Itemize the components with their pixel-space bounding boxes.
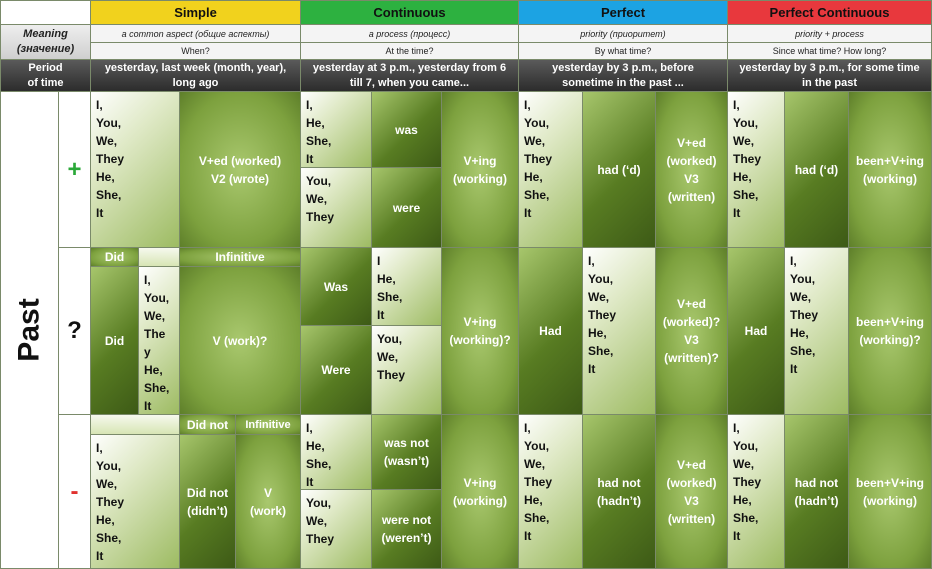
aff-cont-pronouns-he: I, He, She, It bbox=[300, 91, 372, 168]
q-pc-pronouns: I, You, We, They He, She, It bbox=[784, 247, 849, 415]
aff-cont-pronouns-you: You, We, They bbox=[300, 167, 372, 248]
aff-simple-form: V+ed (worked) V2 (wrote) bbox=[179, 91, 301, 248]
aff-perf-v3: V+ed (worked) V3 (written) bbox=[655, 91, 728, 248]
q-perf-pronouns: I, You, We, They He, She, It bbox=[582, 247, 656, 415]
neg-pc-been: been+V+ing (working) bbox=[848, 414, 932, 569]
neg-simple-pronouns: I, You, We, They He, She, It bbox=[90, 434, 180, 569]
neg-simple-didnot: Did not (didn’t) bbox=[179, 434, 236, 569]
q-simple-pronouns: I, You, We, The y He, She, It bbox=[138, 266, 180, 415]
aff-pc-pronouns: I, You, We, They He, She, It bbox=[727, 91, 785, 248]
tense-label: Past bbox=[0, 91, 59, 569]
question-simple: When? bbox=[90, 42, 301, 60]
aff-cont-was: was bbox=[371, 91, 442, 168]
aff-perf-had: had (‘d) bbox=[582, 91, 656, 248]
period-label: Period of time bbox=[0, 59, 91, 92]
period-perfect: yesterday by 3 p.m., before sometime in … bbox=[518, 59, 728, 92]
header-perfect-continuous: Perfect Continuous bbox=[727, 0, 932, 25]
neg-infinitive-header: Infinitive bbox=[235, 414, 301, 435]
neg-cont-pronouns-he: I, He, She, It bbox=[300, 414, 372, 490]
q-cont-were: Were bbox=[300, 325, 372, 415]
meaning-perfect-continuous: priority + process bbox=[727, 24, 932, 43]
aff-pc-had: had (‘d) bbox=[784, 91, 849, 248]
aff-cont-were: were bbox=[371, 167, 442, 248]
aff-cont-ving: V+ing (working) bbox=[441, 91, 519, 248]
aff-simple-pronouns: I, You, We, They He, She, It bbox=[90, 91, 180, 248]
neg-simple-verb: V (work) bbox=[235, 434, 301, 569]
neg-cont-wasnot: was not (wasn’t) bbox=[371, 414, 442, 490]
period-simple: yesterday, last week (month, year), long… bbox=[90, 59, 301, 92]
neg-perf-pronouns: I, You, We, They He, She, It bbox=[518, 414, 583, 569]
q-cont-pronouns-you: You, We, They bbox=[371, 325, 442, 415]
meaning-continuous: a process (процесс) bbox=[300, 24, 519, 43]
meaning-simple: a common aspect (общие аспекты) bbox=[90, 24, 301, 43]
header-continuous: Continuous bbox=[300, 0, 519, 25]
neg-cont-werenot: were not (weren’t) bbox=[371, 489, 442, 569]
aff-perf-pronouns: I, You, We, They He, She, It bbox=[518, 91, 583, 248]
header-simple: Simple bbox=[90, 0, 301, 25]
question-sign: ? bbox=[58, 247, 91, 415]
q-simple-verb: V (work)? bbox=[179, 266, 301, 415]
plus-sign: + bbox=[58, 91, 91, 248]
q-pc-had: Had bbox=[727, 247, 785, 415]
neg-pc-hadnot: had not (hadn’t) bbox=[784, 414, 849, 569]
period-continuous: yesterday at 3 p.m., yesterday from 6 ti… bbox=[300, 59, 519, 92]
neg-cont-pronouns-you: You, We, They bbox=[300, 489, 372, 569]
question-perfect: By what time? bbox=[518, 42, 728, 60]
q-cont-was: Was bbox=[300, 247, 372, 326]
header-perfect: Perfect bbox=[518, 0, 728, 25]
neg-simple-blank bbox=[90, 414, 180, 435]
minus-sign: - bbox=[58, 414, 91, 569]
neg-cont-ving: V+ing (working) bbox=[441, 414, 519, 569]
q-cont-pronouns-he: I He, She, It bbox=[371, 247, 442, 326]
neg-perf-v3: V+ed (worked) V3 (written) bbox=[655, 414, 728, 569]
q-simple-did: Did bbox=[90, 266, 139, 415]
q-cont-ving: V+ing (working)? bbox=[441, 247, 519, 415]
neg-perf-hadnot: had not (hadn’t) bbox=[582, 414, 656, 569]
q-infinitive-header: Infinitive bbox=[179, 247, 301, 267]
neg-didnot-header: Did not bbox=[179, 414, 236, 435]
q-simple-blank bbox=[138, 247, 180, 267]
question-perfect-continuous: Since what time? How long? bbox=[727, 42, 932, 60]
meaning-label: Meaning (значение) bbox=[0, 24, 91, 60]
neg-pc-pronouns: I, You, We, They He, She, It bbox=[727, 414, 785, 569]
q-pc-been: been+V+ing (working)? bbox=[848, 247, 932, 415]
meaning-perfect: priority (приоритет) bbox=[518, 24, 728, 43]
question-continuous: At the time? bbox=[300, 42, 519, 60]
corner-cell bbox=[0, 0, 91, 25]
aff-pc-been: been+V+ing (working) bbox=[848, 91, 932, 248]
q-perf-v3: V+ed (worked)? V3 (written)? bbox=[655, 247, 728, 415]
q-perf-had: Had bbox=[518, 247, 583, 415]
period-perfect-continuous: yesterday by 3 p.m., for some time in th… bbox=[727, 59, 932, 92]
q-did-header: Did bbox=[90, 247, 139, 267]
